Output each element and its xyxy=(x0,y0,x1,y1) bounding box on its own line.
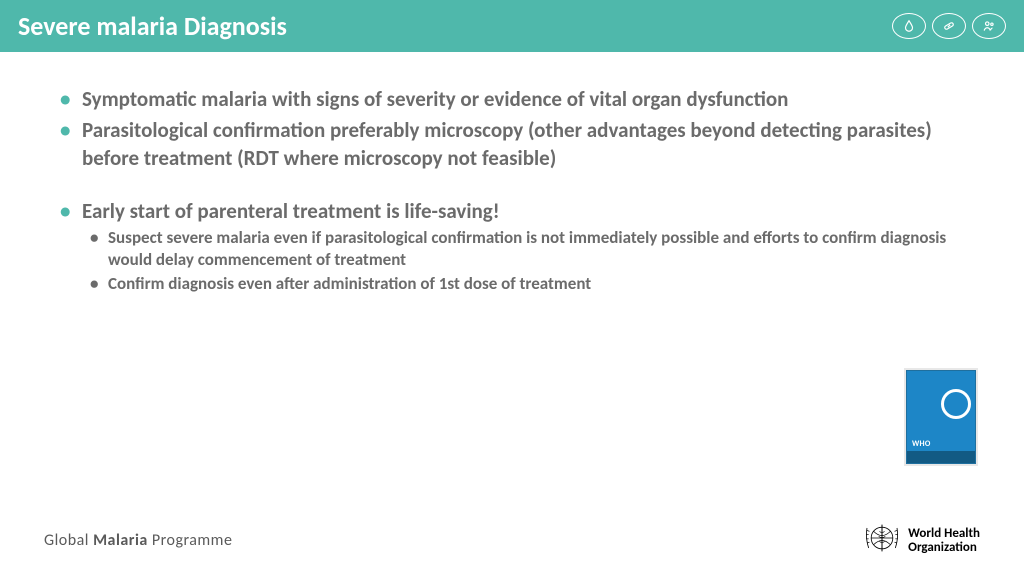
slide-header: Severe malaria Diagnosis xyxy=(0,0,1024,52)
who-emblem-icon xyxy=(862,519,902,562)
book-strip xyxy=(907,451,975,463)
people-icon xyxy=(972,13,1006,39)
who-line1: World Health xyxy=(908,527,980,541)
who-line2: Organization xyxy=(908,541,980,555)
header-icon-row xyxy=(892,13,1006,39)
who-text: World Health Organization xyxy=(908,527,980,554)
footer-text-malaria: Malaria xyxy=(93,531,148,550)
slide: Severe malaria Diagnosis Symptomatic mal… xyxy=(0,0,1024,576)
bullet-item: Parasitological confirmation preferably … xyxy=(56,117,968,172)
drop-icon xyxy=(892,13,926,39)
footer-programme: Global Malaria Programme xyxy=(44,531,232,550)
book-graphic xyxy=(907,371,975,437)
pill-icon xyxy=(932,13,966,39)
bullet-item: Early start of parenteral treatment is l… xyxy=(56,198,968,296)
footer-who: World Health Organization xyxy=(862,519,980,562)
sub-bullet-item: Confirm diagnosis even after administrat… xyxy=(82,273,968,295)
sub-bullet-item: Suspect severe malaria even if parasitol… xyxy=(82,227,968,271)
bullet-text: Early start of parenteral treatment is l… xyxy=(82,198,500,224)
footer-text-global: Global xyxy=(44,531,93,550)
slide-title: Severe malaria Diagnosis xyxy=(18,10,287,42)
sub-bullet-list: Suspect severe malaria even if parasitol… xyxy=(82,227,968,295)
footer-text-programme: Programme xyxy=(148,531,233,550)
slide-footer: Global Malaria Programme World Health xyxy=(0,519,1024,562)
book-ring-icon xyxy=(941,389,971,419)
who-guidelines-book: WHO xyxy=(906,370,976,464)
bullet-item: Symptomatic malaria with signs of severi… xyxy=(56,86,968,113)
book-label: WHO xyxy=(907,437,975,451)
content-area: Symptomatic malaria with signs of severi… xyxy=(0,52,1024,295)
bullet-list: Symptomatic malaria with signs of severi… xyxy=(56,86,968,295)
